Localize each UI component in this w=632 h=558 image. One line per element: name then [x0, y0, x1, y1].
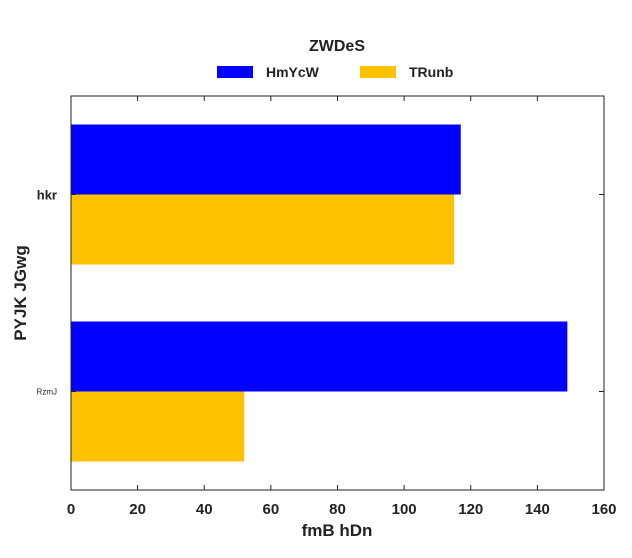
- legend-swatch-series-2: [360, 66, 396, 78]
- x-tick-label: 80: [329, 501, 346, 518]
- legend-label-series-1: HmYcW: [266, 64, 320, 80]
- bars: [71, 124, 568, 462]
- x-tick-label: 20: [129, 501, 146, 518]
- legend-swatch-series-1: [217, 66, 253, 78]
- x-tick-label: 40: [196, 501, 213, 518]
- legend: ZWDeS HmYcW TRunb: [217, 38, 453, 80]
- bar-RzmJ-HmYcW: [71, 321, 568, 392]
- bar-hkr-HmYcW: [71, 124, 461, 195]
- plot-frame: [70, 95, 605, 491]
- y-tick-label: RzmJ: [37, 388, 57, 397]
- x-tick-label: 160: [591, 501, 616, 518]
- y-axis-label: PYJK JGwg: [11, 245, 30, 340]
- x-tick-label: 100: [392, 501, 417, 518]
- x-tick-label: 120: [458, 501, 483, 518]
- x-tick-label: 60: [263, 501, 280, 518]
- bar-hkr-TRunb: [71, 194, 455, 265]
- x-axis-label: fmB hDn: [302, 521, 373, 540]
- legend-title: ZWDeS: [309, 38, 365, 55]
- legend-label-series-2: TRunb: [409, 64, 453, 80]
- bar-RzmJ-TRunb: [71, 391, 245, 462]
- x-tick-label: 0: [67, 501, 75, 518]
- y-tick-label: hkr: [37, 188, 57, 203]
- axis-ticks: hkr RzmJ 0 20 40 60 80 100 120 140 160: [37, 96, 617, 518]
- x-tick-label: 140: [525, 501, 550, 518]
